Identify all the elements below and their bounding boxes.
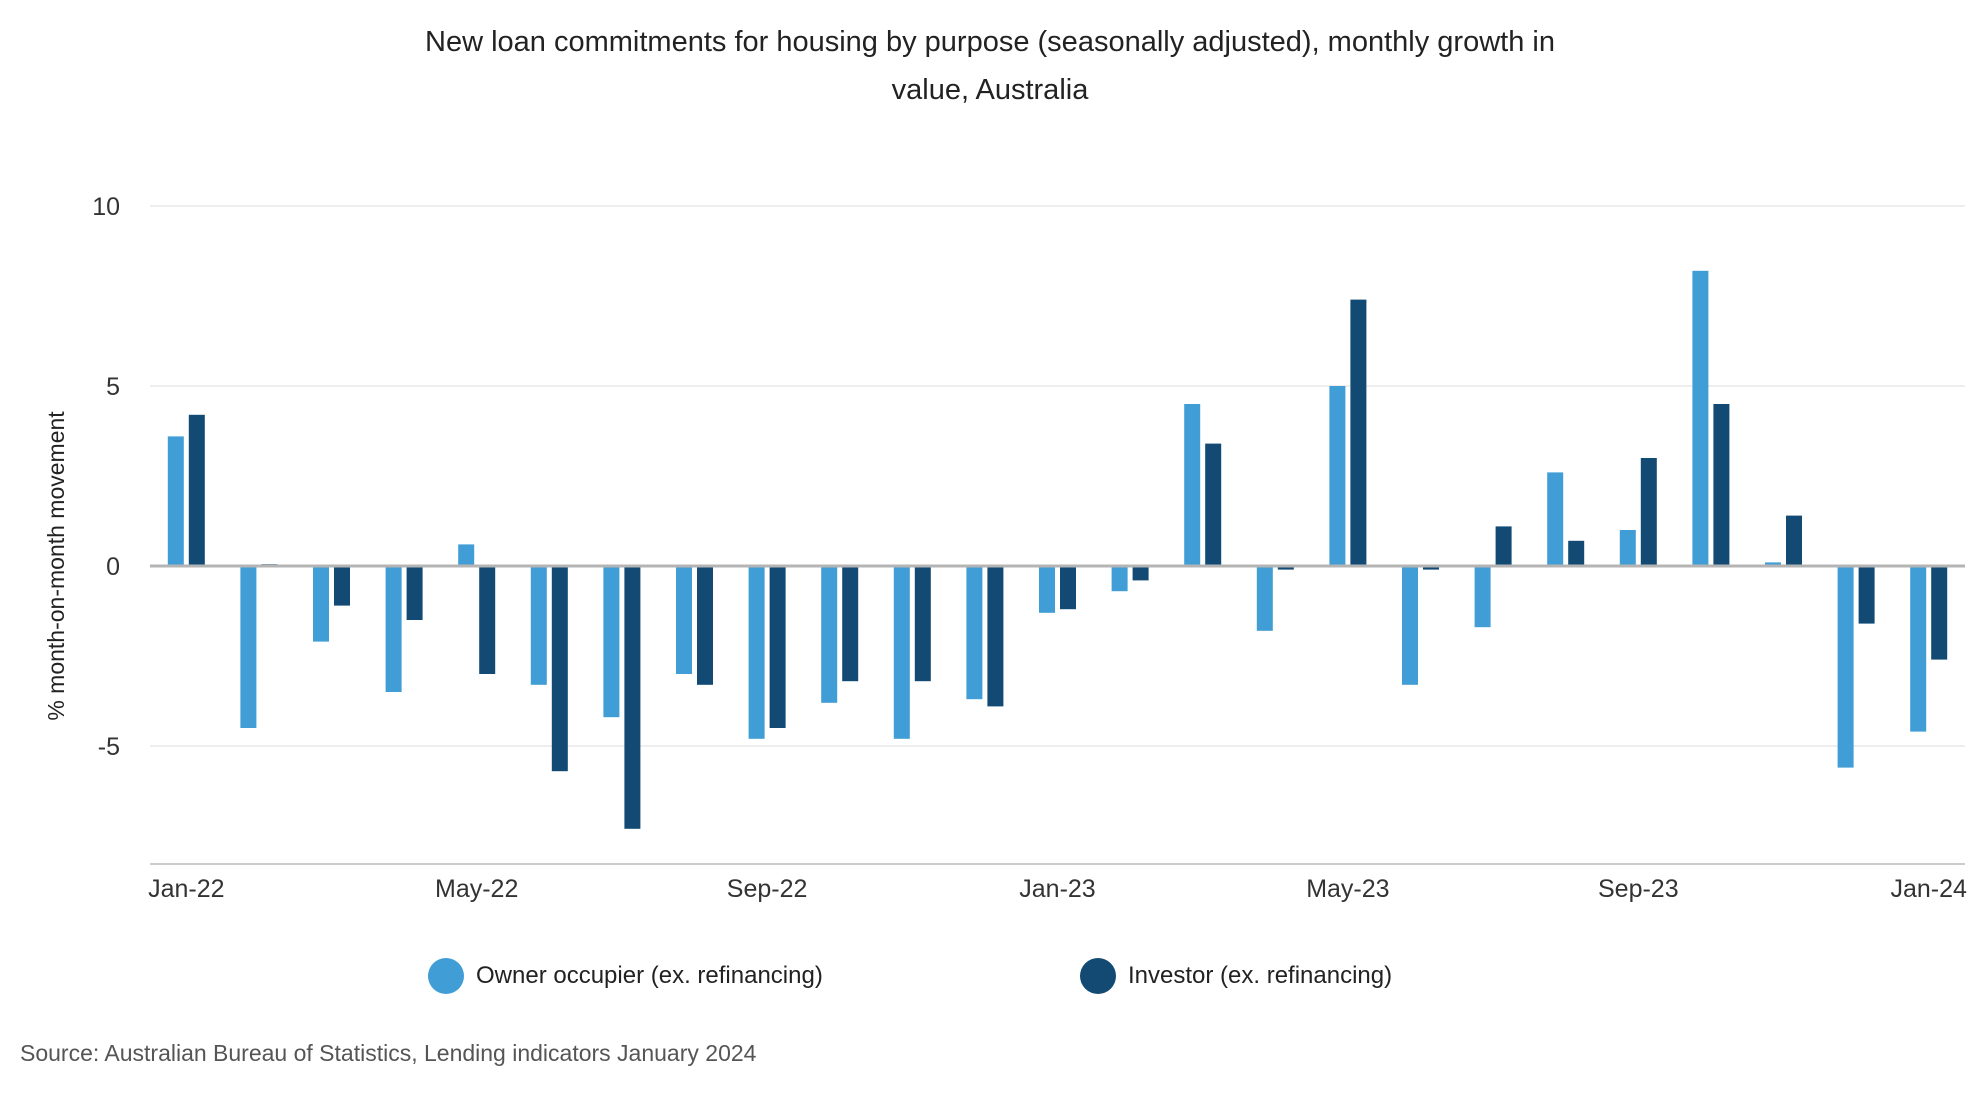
y-tick-label: 10 — [92, 193, 120, 221]
bar-investor[interactable] — [334, 566, 350, 606]
bar-owner-occupier[interactable] — [313, 566, 329, 642]
bar-investor[interactable] — [1350, 299, 1367, 566]
bar-owner-occupier[interactable] — [1402, 566, 1418, 685]
x-tick-label: Jan-22 — [148, 875, 224, 903]
legend-label-owner-occupier: Owner occupier (ex. refinancing) — [476, 962, 823, 989]
bar-owner-occupier[interactable] — [1837, 566, 1854, 768]
bar-investor[interactable] — [1423, 566, 1439, 570]
bar-investor[interactable] — [188, 414, 205, 566]
y-tick-label: 0 — [106, 553, 120, 581]
bar-owner-occupier[interactable] — [1765, 562, 1781, 566]
bar-owner-occupier[interactable] — [167, 436, 184, 566]
bar-owner-occupier[interactable] — [1547, 472, 1564, 566]
y-tick-label: 5 — [106, 373, 120, 401]
bars — [167, 270, 1948, 829]
x-tick-label: Jan-23 — [1019, 875, 1095, 903]
bar-owner-occupier[interactable] — [1111, 566, 1128, 592]
bar-investor[interactable] — [697, 566, 713, 685]
legend-swatch-investor — [1080, 958, 1116, 994]
y-tick-label: -5 — [98, 733, 120, 761]
legend-item-owner-occupier[interactable]: Owner occupier (ex. refinancing) — [428, 958, 823, 994]
bar-investor[interactable] — [406, 566, 423, 620]
x-tick-label: Sep-22 — [727, 875, 808, 903]
bar-investor[interactable] — [1858, 566, 1875, 624]
x-tick-label: May-23 — [1306, 875, 1389, 903]
bar-owner-occupier[interactable] — [1474, 566, 1491, 628]
bar-investor[interactable] — [842, 566, 859, 682]
gridlines — [150, 205, 1965, 747]
bar-owner-occupier[interactable] — [240, 566, 257, 728]
bar-owner-occupier[interactable] — [676, 566, 692, 674]
bar-owner-occupier[interactable] — [530, 566, 547, 685]
bar-investor[interactable] — [479, 566, 496, 674]
bar-investor[interactable] — [624, 566, 641, 829]
chart-title: New loan commitments for housing by purp… — [0, 18, 1980, 114]
bar-investor[interactable] — [914, 566, 931, 682]
bar-owner-occupier[interactable] — [603, 566, 620, 718]
source-note: Source: Australian Bureau of Statistics,… — [20, 1040, 757, 1066]
bar-owner-occupier[interactable] — [893, 566, 910, 739]
chart-title-line-2: value, Australia — [891, 74, 1089, 106]
axes: 10 5 0 -5 Jan-22 May-22 Sep-22 Jan-23 May-23 Sep-… — [92, 193, 1967, 903]
bar-investor[interactable] — [1640, 458, 1657, 566]
bar-investor[interactable] — [1568, 540, 1585, 566]
bar-owner-occupier[interactable] — [1910, 566, 1927, 732]
bar-investor[interactable] — [1060, 566, 1076, 610]
bar-owner-occupier[interactable] — [1184, 404, 1201, 566]
bar-owner-occupier[interactable] — [1692, 270, 1709, 566]
x-tick-label: May-22 — [435, 875, 518, 903]
chart-title-line-1: New loan commitments for housing by purp… — [425, 26, 1555, 58]
x-tick-label: Jan-24 — [1890, 875, 1967, 903]
bar-owner-occupier[interactable] — [1256, 566, 1273, 631]
bar-owner-occupier[interactable] — [1619, 530, 1636, 566]
bar-investor[interactable] — [1132, 566, 1149, 581]
bar-owner-occupier[interactable] — [385, 566, 402, 692]
bar-owner-occupier[interactable] — [458, 544, 475, 566]
y-axis-label: % month-on-month movement — [43, 411, 69, 721]
legend-swatch-owner-occupier — [428, 958, 464, 994]
bar-investor[interactable] — [769, 566, 786, 728]
bar-investor[interactable] — [551, 566, 568, 772]
bar-investor[interactable] — [1713, 404, 1730, 566]
legend-item-investor[interactable]: Investor (ex. refinancing) — [1080, 958, 1392, 994]
x-tick-label: Sep-23 — [1598, 875, 1679, 903]
bar-investor[interactable] — [1495, 526, 1512, 566]
bar-owner-occupier[interactable] — [966, 566, 983, 700]
bar-investor[interactable] — [1205, 443, 1222, 566]
legend-label-investor: Investor (ex. refinancing) — [1128, 962, 1393, 989]
bar-owner-occupier[interactable] — [1329, 386, 1346, 566]
bar-owner-occupier[interactable] — [1039, 566, 1055, 613]
bar-owner-occupier[interactable] — [748, 566, 765, 739]
bar-investor[interactable] — [987, 566, 1004, 707]
bar-owner-occupier[interactable] — [821, 566, 838, 703]
bar-investor[interactable] — [1277, 566, 1294, 570]
bar-investor[interactable] — [1931, 566, 1948, 660]
legend: Owner occupier (ex. refinancing) Investo… — [0, 958, 1980, 1008]
bar-investor[interactable] — [1786, 515, 1802, 566]
